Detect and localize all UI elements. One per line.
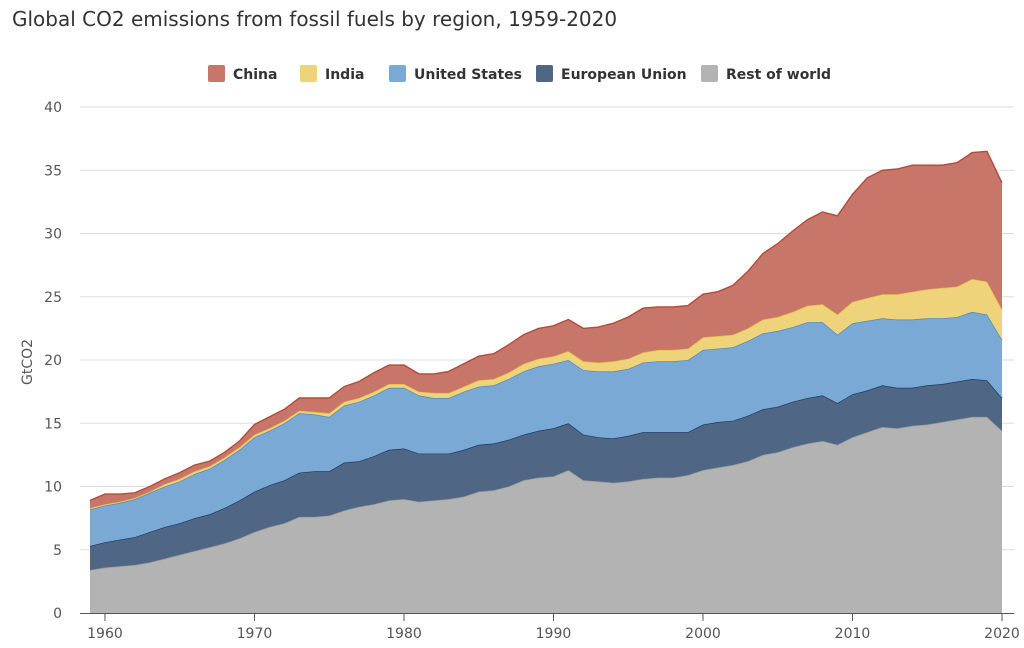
x-tick-label: 2010 [835, 626, 871, 642]
y-tick-label: 25 [44, 290, 62, 306]
area-series [89, 150, 1003, 613]
y-tick-label: 0 [53, 606, 62, 622]
legend-swatch-india [300, 65, 317, 82]
y-axis: 0 5 10 15 20 25 30 35 40 [44, 100, 62, 622]
y-tick-label: 10 [44, 480, 62, 496]
series-line-china [89, 150, 1003, 502]
x-tick-label: 1990 [536, 626, 572, 642]
y-axis-label: GtCO2 [20, 339, 36, 385]
y-tick-label: 30 [44, 227, 62, 243]
y-tick-label: 15 [44, 416, 62, 432]
chart-title: Global CO2 emissions from fossil fuels b… [12, 7, 617, 31]
legend-swatch-european-union [536, 65, 553, 82]
legend-swatch-rest-of-world [701, 65, 718, 82]
legend-swatch-china [208, 65, 225, 82]
legend: China India United States European Union Res… [208, 65, 831, 83]
legend-label-united-states: United States [414, 67, 522, 83]
x-tick-label: 1980 [386, 626, 422, 642]
x-tick-label: 1960 [87, 626, 123, 642]
x-tick-label: 1970 [237, 626, 273, 642]
legend-label-india: India [325, 67, 364, 83]
x-axis: 1960 1970 1980 1990 2000 2010 2020 [80, 613, 1020, 642]
x-tick-label: 2020 [984, 626, 1020, 642]
area-rest-of-world [90, 416, 1002, 613]
legend-swatch-united-states [389, 65, 406, 82]
legend-label-european-union: European Union [561, 67, 687, 83]
y-tick-label: 40 [44, 100, 62, 116]
y-tick-label: 35 [44, 163, 62, 179]
legend-label-rest-of-world: Rest of world [726, 67, 831, 83]
y-tick-label: 20 [44, 353, 62, 369]
area-china [90, 151, 1002, 509]
legend-label-china: China [233, 67, 277, 83]
area-india [90, 279, 1002, 510]
x-tick-label: 2000 [685, 626, 721, 642]
area-united-states [90, 311, 1002, 546]
y-tick-label: 5 [53, 543, 62, 559]
area-european-union [90, 379, 1002, 570]
